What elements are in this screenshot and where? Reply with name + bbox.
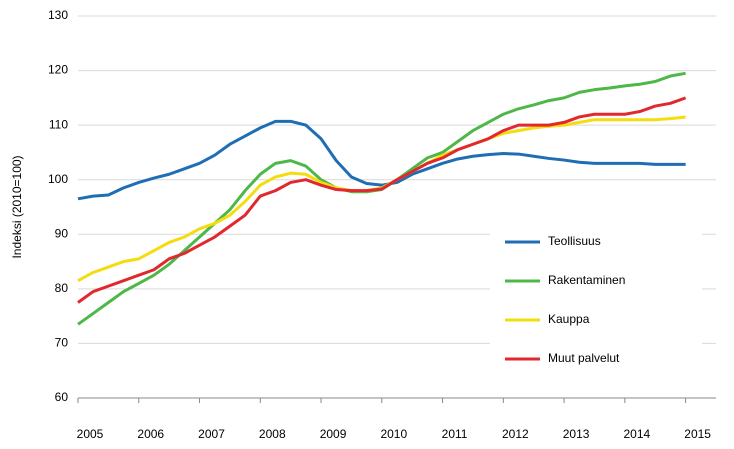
y-tick-label: 80 <box>55 281 69 295</box>
x-tick-label: 2012 <box>502 427 529 441</box>
series-line <box>77 96 687 304</box>
x-tick-label: 2011 <box>442 427 468 441</box>
x-tick-label: 2010 <box>380 427 407 441</box>
x-tick-label: 2005 <box>77 427 104 441</box>
legend-label: Teollisuus <box>548 234 601 248</box>
x-tick-label: 2015 <box>684 427 711 441</box>
y-tick-label: 100 <box>48 172 68 186</box>
y-tick-label: 120 <box>48 63 68 77</box>
legend-box <box>490 222 702 378</box>
legend-label: Rakentaminen <box>548 273 625 287</box>
y-tick-label: 130 <box>48 8 68 22</box>
legend-label: Kauppa <box>548 312 590 326</box>
y-axis-label: Indeksi (2010=100) <box>10 155 24 258</box>
y-tick-label: 60 <box>55 390 69 404</box>
x-tick-label: 2009 <box>320 427 347 441</box>
legend: Teollisuus Rakentaminen Kauppa Muut palvelu… <box>490 222 702 378</box>
y-tick-label: 90 <box>55 226 69 240</box>
x-tick-label: 2008 <box>259 427 286 441</box>
y-tick-label: 110 <box>49 117 68 131</box>
x-tick-label: 2007 <box>198 427 225 441</box>
x-tick-label: 2006 <box>137 427 164 441</box>
x-tick-label: 2014 <box>624 427 651 441</box>
y-tick-label: 70 <box>55 336 69 350</box>
series-line <box>77 119 686 201</box>
legend-label: Muut palvelut <box>548 351 620 365</box>
x-tick-label: 2013 <box>563 427 590 441</box>
